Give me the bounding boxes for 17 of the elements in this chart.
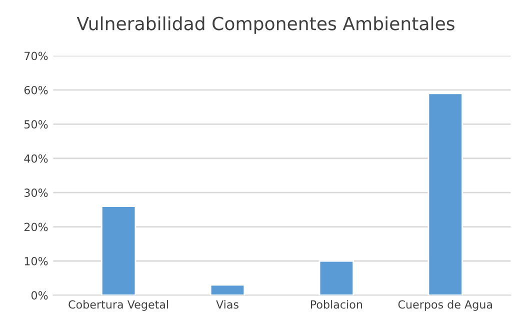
x-tick-label: Vias xyxy=(216,300,238,309)
y-tick-label: 60% xyxy=(24,86,48,94)
bar xyxy=(210,284,246,296)
x-tick-label: Poblacion xyxy=(310,300,362,309)
y-tick-label: 40% xyxy=(24,154,48,163)
bar xyxy=(318,260,354,296)
y-tick-label: 70% xyxy=(24,52,48,60)
chart-title: Vulnerabilidad Componentes Ambientales xyxy=(76,16,454,34)
y-tick-label: 10% xyxy=(24,256,48,266)
y-tick-label: 0% xyxy=(31,291,48,300)
y-tick-label: 50% xyxy=(24,120,48,129)
y-tick-label: 20% xyxy=(24,222,48,232)
x-tick-label: Cuerpos de Agua xyxy=(398,300,492,311)
bar xyxy=(100,206,136,296)
bar xyxy=(428,92,463,296)
y-tick-label: 30% xyxy=(24,188,48,197)
x-tick-label: Cobertura Vegetal xyxy=(68,300,168,311)
